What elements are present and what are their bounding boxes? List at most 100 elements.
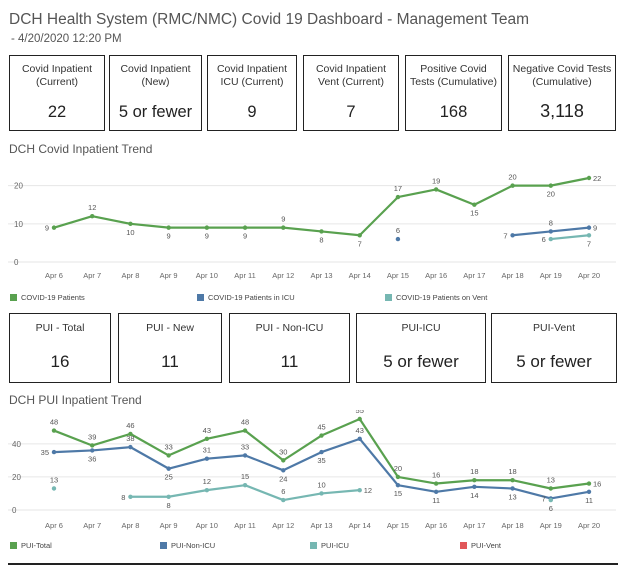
series-line-pui-total <box>52 429 94 447</box>
data-point-covid-19-patients <box>51 225 57 230</box>
x-tick-label: Apr 16 <box>425 271 447 280</box>
x-tick-label: Apr 15 <box>387 271 409 280</box>
data-point-pui-icu <box>128 494 133 499</box>
x-tick-label: Apr 14 <box>349 521 371 530</box>
data-label-pui-icu: 12 <box>364 486 372 495</box>
legend-swatch <box>310 542 317 549</box>
series-line-covid-19-patients <box>320 230 361 237</box>
inpatient-trend-chart: 0 10 20 Apr 6 Apr 7 Apr 8 Apr 9 Apr 10 Apr 11 Apr… <box>8 173 616 280</box>
chart-title-pui: DCH PUI Inpatient Trend <box>9 393 142 407</box>
data-point-covid-19-patients-in-icu <box>548 229 553 234</box>
series-line-covid-19-patients <box>473 184 514 206</box>
series-line-pui-non-icu <box>129 446 170 470</box>
data-point-covid-19-patients <box>395 194 401 200</box>
kpi-pui-icu: PUI-ICU 5 or fewer <box>356 313 486 383</box>
series-line-pui-total <box>282 434 323 462</box>
data-point-pui-non-icu <box>166 466 171 471</box>
data-point-covid-19-patients <box>166 225 171 230</box>
kpi-label: Positive Covid Tests (Cumulative) <box>410 63 497 88</box>
series-line-pui-icu <box>167 489 208 498</box>
x-tick-label: Apr 6 <box>45 521 63 530</box>
data-point-covid-19-patients <box>586 175 592 181</box>
kpi-label: Covid Inpatient (New) <box>120 63 191 88</box>
data-label-pui-icu: 10 <box>317 480 325 489</box>
series-line-covid-19-patients <box>91 215 132 225</box>
legend-label: PUI-Total <box>21 541 52 550</box>
data-label-pui-icu: 8 <box>167 501 171 510</box>
data-point-pui-icu <box>548 497 553 503</box>
data-label-pui-total: 55 <box>356 410 364 415</box>
x-tick-label: Apr 20 <box>578 271 600 280</box>
data-point-pui-non-icu <box>357 436 362 442</box>
kpi-label: Covid Inpatient ICU (Current) <box>216 63 288 88</box>
x-tick-label: Apr 10 <box>196 521 218 530</box>
x-tick-label: Apr 7 <box>83 271 101 280</box>
x-tick-label: Apr 8 <box>121 521 139 530</box>
x-tick-label: Apr 20 <box>578 521 600 530</box>
data-label-pui-icu: 12 <box>203 477 211 486</box>
legend-label: COVID-19 Patients in ICU <box>208 293 295 302</box>
data-label-covid-19-patients: 8 <box>319 235 323 244</box>
series-line-pui-total <box>167 437 208 457</box>
data-point-covid-19-patients <box>472 202 477 207</box>
series-line-pui-non-icu <box>167 457 208 470</box>
series-line-pui-non-icu <box>205 454 247 460</box>
kpi-positive-tests: Positive Covid Tests (Cumulative) 168 <box>405 55 502 131</box>
data-point-pui-icu <box>51 486 57 491</box>
x-tick-label: Apr 8 <box>121 271 139 280</box>
legend-label: PUI-ICU <box>321 541 349 550</box>
x-tick-label: Apr 19 <box>540 521 562 530</box>
data-label-pui-total: 16 <box>432 471 440 480</box>
data-label-covid-19-patients: 9 <box>45 224 49 233</box>
data-point-pui-non-icu <box>128 444 133 450</box>
kpi-value: 16 <box>50 352 70 371</box>
data-point-pui-non-icu <box>586 489 592 494</box>
kpi-pui-vent: PUI-Vent 5 or fewer <box>491 313 617 383</box>
x-tick-label: Apr 17 <box>463 271 485 280</box>
data-point-pui-total <box>548 486 553 491</box>
x-tick-label: Apr 9 <box>160 271 178 280</box>
kpi-label: Negative Covid Tests (Cumulative) <box>512 63 612 88</box>
data-point-pui-non-icu <box>242 453 248 458</box>
x-tick-label: Apr 11 <box>234 271 256 280</box>
data-label-covid-19-patients-in-icu: 6 <box>396 226 400 235</box>
data-label-pui-non-icu: 31 <box>203 446 211 455</box>
data-point-pui-total <box>357 416 362 422</box>
series-line-covid-19-patients <box>396 188 438 199</box>
kpi-label: Covid Inpatient Vent (Current) <box>315 63 387 88</box>
data-label-covid-19-patients-in-icu: 8 <box>549 218 553 227</box>
data-label-pui-non-icu: 15 <box>394 489 402 498</box>
data-label-covid-19-patients: 15 <box>470 209 478 218</box>
series-line-covid-19-patients <box>358 195 400 237</box>
series-line-pui-icu <box>243 484 285 502</box>
data-point-covid-19-patients-in-icu <box>395 236 401 242</box>
data-label-covid-19-patients: 22 <box>593 174 601 183</box>
series-line-pui-non-icu <box>435 485 476 493</box>
data-label-pui-non-icu: 24 <box>279 474 287 483</box>
kpi-value: 5 or fewer <box>118 103 193 121</box>
legend-label: PUI-Non-ICU <box>171 541 216 550</box>
series-line-pui-non-icu <box>549 490 591 500</box>
data-point-covid-19-patients <box>242 225 248 230</box>
series-line-pui-non-icu <box>91 446 132 452</box>
x-tick-label: Apr 10 <box>196 271 218 280</box>
page-subtitle: - 4/20/2020 12:20 PM <box>11 33 122 45</box>
y-tick-label: 0 <box>12 506 17 515</box>
data-point-pui-total <box>128 431 133 437</box>
data-label-pui-total: 46 <box>126 421 134 430</box>
data-point-pui-total <box>51 428 57 433</box>
x-tick-label: Apr 18 <box>502 271 524 280</box>
kpi-value: 7 <box>346 103 356 121</box>
data-label-pui-total: 30 <box>279 447 287 456</box>
pui-trend-chart: 0 20 40 Apr 6 Apr 7 Apr 8 Apr 9 Apr 10 Apr 11 Apr… <box>8 410 616 530</box>
data-point-covid-19-patients <box>128 221 133 227</box>
x-tick-label: Apr 12 <box>272 521 294 530</box>
kpi-covid-inpatient-new: Covid Inpatient (New) 5 or fewer <box>109 55 202 131</box>
data-label-covid-19-patients-on-vent: 7 <box>587 239 591 248</box>
legend-swatch <box>10 542 17 549</box>
legend-item-covid-vent: COVID-19 Patients on Vent <box>385 293 487 302</box>
series-line-pui-total <box>549 482 591 490</box>
data-label-pui-icu: 13 <box>50 475 58 484</box>
data-label-covid-19-patients: 20 <box>508 173 516 182</box>
legend-swatch <box>160 542 167 549</box>
